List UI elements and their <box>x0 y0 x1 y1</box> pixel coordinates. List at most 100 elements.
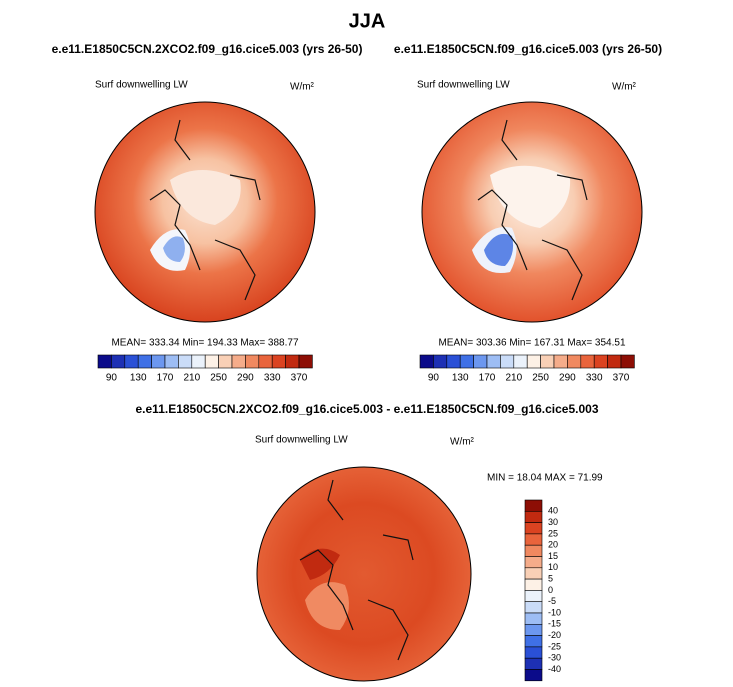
stats: MEAN= 333.34 Min= 194.33 Max= 388.77 <box>111 338 299 349</box>
colorbar-box <box>524 657 543 670</box>
stats: MIN = 18.04 MAX = 71.99 <box>487 473 603 484</box>
units-label: W/m² <box>450 437 475 448</box>
colorbar-label: -25 <box>548 641 561 651</box>
colorbar-box <box>540 354 555 369</box>
colorbar-box <box>567 354 582 369</box>
colorbar-box <box>124 354 139 369</box>
colorbar-box <box>459 354 474 369</box>
colorbar-box <box>204 354 219 369</box>
variable-label: Surf downwelling LW <box>255 435 348 446</box>
colorbar-box <box>298 354 313 369</box>
colorbar-box <box>524 544 543 557</box>
colorbar-label: -20 <box>548 630 561 640</box>
colorbar-box <box>524 567 543 580</box>
colorbar-box <box>419 354 434 369</box>
colorbar-box <box>258 354 273 369</box>
colorbar-box <box>553 354 568 369</box>
colorbar-label: 370 <box>291 373 308 384</box>
variable-label: Surf downwelling LW <box>95 80 188 91</box>
colorbar-label: 290 <box>237 373 254 384</box>
units-label: W/m² <box>290 82 315 93</box>
panel-title: e.e11.E1850C5CN.2XCO2.f09_g16.cice5.003 … <box>52 42 363 56</box>
map <box>94 101 316 323</box>
panel-title: e.e11.E1850C5CN.f09_g16.cice5.003 (yrs 2… <box>394 42 662 56</box>
map <box>421 101 643 323</box>
colorbar-label: 90 <box>428 373 440 384</box>
colorbar-box <box>524 590 543 603</box>
panel-title: e.e11.E1850C5CN.2XCO2.f09_g16.cice5.003 … <box>136 402 599 416</box>
colorbar-box <box>593 354 608 369</box>
colorbar-label: 330 <box>264 373 281 384</box>
colorbar-label: 290 <box>559 373 576 384</box>
figure-title: JJA <box>349 10 386 32</box>
colorbar-box <box>446 354 461 369</box>
colorbar-box <box>486 354 501 369</box>
colorbar-label: 170 <box>157 373 174 384</box>
colorbar-box <box>524 646 543 659</box>
colorbar-box <box>580 354 595 369</box>
colorbar-box <box>620 354 635 369</box>
colorbar-box <box>111 354 126 369</box>
colorbar-label: 170 <box>479 373 496 384</box>
colorbar-box <box>524 601 543 614</box>
colorbar-box <box>500 354 515 369</box>
colorbar-box <box>524 578 543 591</box>
colorbar-label: 330 <box>586 373 603 384</box>
colorbar-label: 0 <box>548 585 553 595</box>
colorbar-box <box>524 669 543 682</box>
colorbar-label: 370 <box>613 373 630 384</box>
colorbar-box <box>524 499 543 512</box>
colorbar-box <box>524 556 543 569</box>
colorbar-label: 250 <box>532 373 549 384</box>
colorbar-box <box>245 354 260 369</box>
colorbar-label: 10 <box>548 562 558 572</box>
colorbar-box <box>178 354 193 369</box>
units-label: W/m² <box>612 82 637 93</box>
colorbar: 90 130 170 210 250 290 330 370 <box>97 354 313 384</box>
colorbar-box <box>524 612 543 625</box>
colorbar-label: -40 <box>548 664 561 674</box>
map <box>256 466 472 682</box>
colorbar: 90 130 170 210 250 290 330 370 <box>419 354 635 384</box>
colorbar-label: 130 <box>130 373 147 384</box>
colorbar-label: 90 <box>106 373 118 384</box>
colorbar-box <box>473 354 488 369</box>
colorbar-box <box>524 635 543 648</box>
colorbar-label: 250 <box>210 373 227 384</box>
colorbar-box <box>526 354 541 369</box>
colorbar-label: 40 <box>548 506 558 516</box>
colorbar-label: 30 <box>548 517 558 527</box>
colorbar-label: -5 <box>548 596 556 606</box>
colorbar-box <box>137 354 152 369</box>
colorbar-label: -30 <box>548 653 561 663</box>
colorbar-box <box>271 354 286 369</box>
colorbar-label: 130 <box>452 373 469 384</box>
colorbar-label: 15 <box>548 551 558 561</box>
colorbar-box <box>164 354 179 369</box>
colorbar-box <box>524 623 543 636</box>
colorbar-box <box>433 354 448 369</box>
colorbar-box <box>218 354 233 369</box>
stats: MEAN= 303.36 Min= 167.31 Max= 354.51 <box>438 338 626 349</box>
colorbar-label: 5 <box>548 573 553 583</box>
colorbar-box <box>513 354 528 369</box>
colorbar-box <box>97 354 112 369</box>
colorbar-box <box>524 510 543 523</box>
colorbar-label: -10 <box>548 607 561 617</box>
colorbar-label: 210 <box>505 373 522 384</box>
colorbar-label: -15 <box>548 619 561 629</box>
colorbar-label: 20 <box>548 540 558 550</box>
colorbar-box <box>191 354 206 369</box>
colorbar-box <box>151 354 166 369</box>
colorbar-label: 25 <box>548 528 558 538</box>
colorbar-label: 210 <box>183 373 200 384</box>
colorbar-box <box>524 533 543 546</box>
variable-label: Surf downwelling LW <box>417 80 510 91</box>
colorbar-box <box>607 354 622 369</box>
colorbar-box <box>285 354 300 369</box>
colorbar-box <box>231 354 246 369</box>
colorbar-box <box>524 522 543 535</box>
